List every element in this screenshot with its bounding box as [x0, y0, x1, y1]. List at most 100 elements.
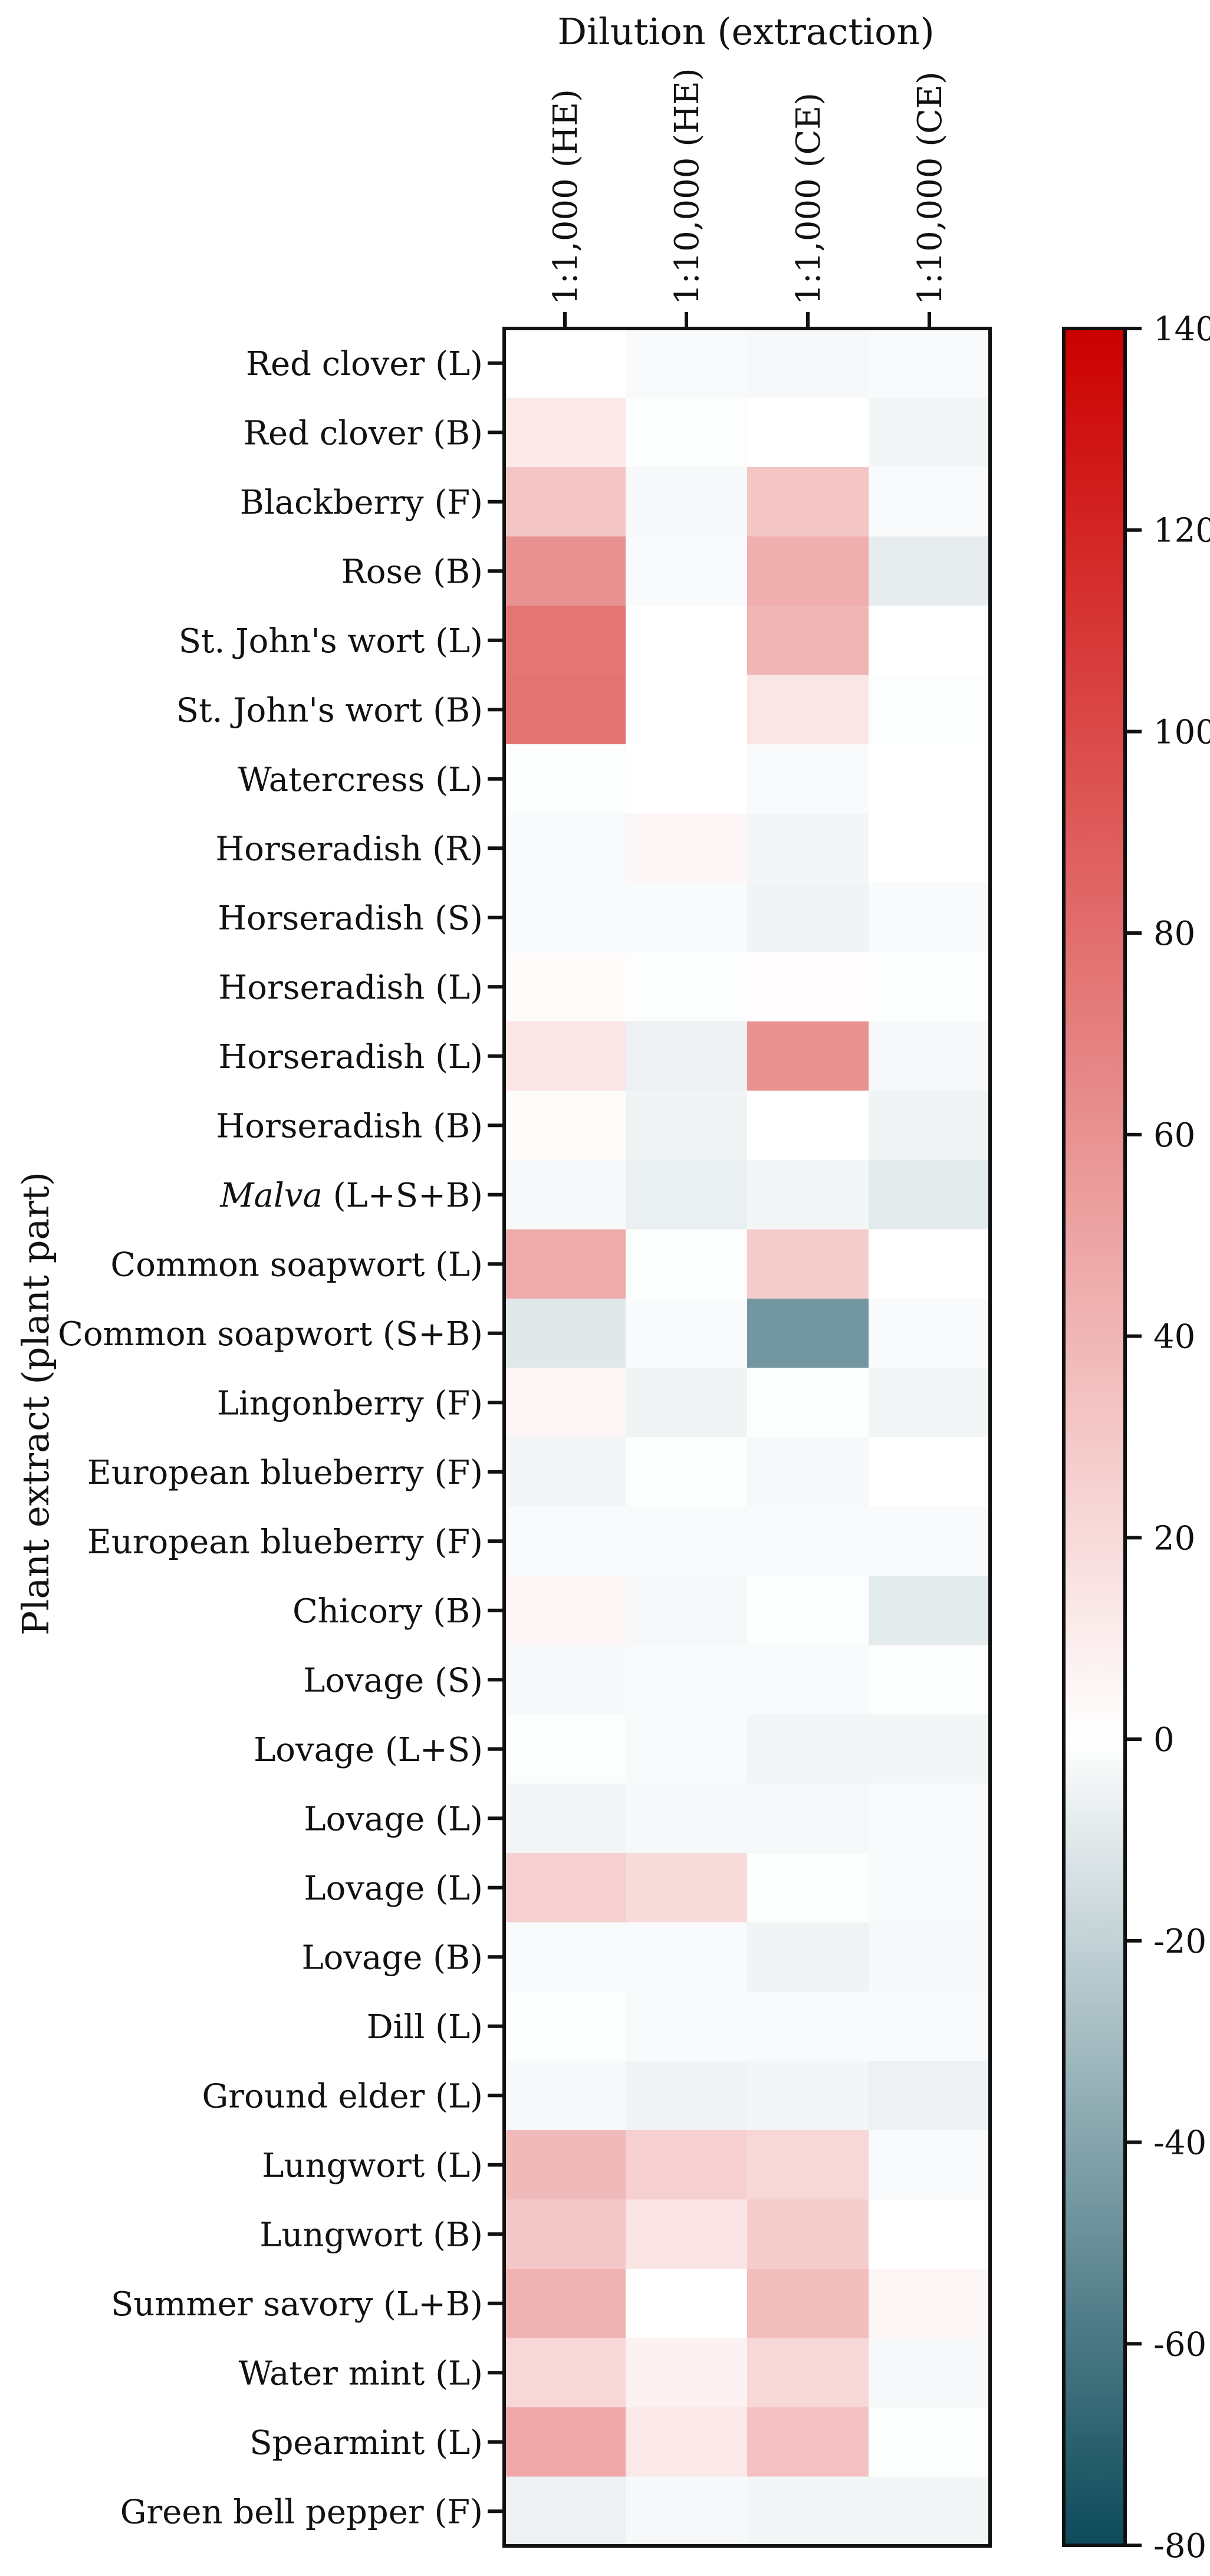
- heatmap-cell: [626, 328, 748, 399]
- heatmap-cell: [869, 1783, 991, 1854]
- heatmap-cell: [747, 1506, 869, 1576]
- heatmap-cell: [626, 606, 748, 676]
- heatmap-cell: [626, 1437, 748, 1507]
- heatmap-cell: [504, 1299, 626, 1369]
- colorbar-tick-label: -40: [1153, 2124, 1206, 2163]
- heatmap-cell: [869, 813, 991, 883]
- colorbar-tick-label: 60: [1153, 1116, 1195, 1155]
- heatmap-cell: [504, 1783, 626, 1854]
- heatmap-cell: [869, 1368, 991, 1438]
- row-labels: Red clover (L) Red clover (B) Blackberry (…: [58, 345, 483, 2532]
- heatmap-cell: [504, 606, 626, 676]
- heatmap-cell: [504, 1645, 626, 1715]
- row-label: Lovage (L+S): [254, 1731, 483, 1769]
- colorbar: [1062, 327, 1127, 2547]
- row-label: Lovage (S): [303, 1661, 483, 1700]
- heatmap-cell: [869, 2407, 991, 2478]
- heatmap-cell: [747, 467, 869, 537]
- heatmap-cell: [747, 1090, 869, 1161]
- heatmap-cell: [747, 2199, 869, 2269]
- row-label: St. John's wort (L): [179, 622, 483, 661]
- heatmap-cell: [747, 606, 869, 676]
- heatmap-cell: [626, 744, 748, 814]
- heatmap-cell: [504, 2130, 626, 2200]
- heatmap-cell: [869, 1922, 991, 1992]
- heatmap-cell: [626, 2338, 748, 2408]
- heatmap-cell: [626, 2476, 748, 2547]
- row-label: Horseradish (B): [216, 1107, 483, 1145]
- heatmap-cell: [626, 536, 748, 606]
- heatmap-cell: [626, 1992, 748, 2062]
- row-label: Lovage (B): [301, 1938, 483, 1977]
- heatmap-cell: [747, 1160, 869, 1230]
- heatmap-cell: [869, 2269, 991, 2339]
- heatmap-cell: [626, 952, 748, 1022]
- colorbar-tick-label: 100: [1153, 713, 1210, 751]
- heatmap-frame: [502, 327, 992, 2548]
- heatmap-cell: [504, 2476, 626, 2547]
- heatmap-cell: [626, 1368, 748, 1438]
- colorbar-ticks: 140 120 100 80 60 40 20 0 -20 -40 -60 -80: [1125, 310, 1210, 2565]
- row-label: Horseradish (L): [218, 1038, 483, 1076]
- row-label: Summer savory (L+B): [111, 2285, 483, 2324]
- heatmap-cell: [869, 2338, 991, 2408]
- heatmap-cell: [869, 606, 991, 676]
- heatmap-cell: [626, 675, 748, 745]
- heatmap-cell: [869, 1506, 991, 1576]
- heatmap-cell: [747, 1992, 869, 2062]
- heatmap-cell: [869, 1299, 991, 1369]
- heatmap-cell: [747, 2130, 869, 2200]
- heatmap-cell: [747, 813, 869, 883]
- heatmap-cell: [747, 1576, 869, 1646]
- heatmap-cell: [504, 1992, 626, 2062]
- colorbar-tick-label: 140: [1153, 310, 1210, 349]
- heatmap-cell: [626, 1853, 748, 1923]
- row-label: Malva (L+S+B): [219, 1177, 483, 1215]
- row-label: St. John's wort (B): [176, 691, 483, 730]
- heatmap-cell: [747, 952, 869, 1022]
- heatmap-cell: [626, 2269, 748, 2339]
- row-label: Ground elder (L): [202, 2077, 484, 2115]
- row-label: Green bell pepper (F): [120, 2493, 483, 2531]
- heatmap-cell: [504, 2061, 626, 2131]
- heatmap-cell: [747, 397, 869, 468]
- heatmap-cell: [626, 1299, 748, 1369]
- heatmap-cell: [504, 1368, 626, 1438]
- row-label: Common soapwort (S+B): [58, 1315, 483, 1353]
- row-label: Horseradish (L): [218, 968, 483, 1007]
- heatmap-cell: [747, 1645, 869, 1715]
- heatmap-cell: [504, 675, 626, 745]
- heatmap-cell: [504, 1576, 626, 1646]
- heatmap-cell: [747, 2338, 869, 2408]
- heatmap-cell: [626, 1090, 748, 1161]
- row-label: Lovage (L): [304, 1869, 483, 1908]
- heatmap-cell: [869, 883, 991, 953]
- heatmap-cell: [504, 397, 626, 468]
- heatmap-cell: [869, 1645, 991, 1715]
- column-label: 1:1,000 (HE): [547, 89, 585, 305]
- heatmap-cell: [504, 1922, 626, 1992]
- heatmap-cell: [504, 2338, 626, 2408]
- heatmap-cell: [626, 2130, 748, 2200]
- heatmap-cell: [869, 467, 991, 537]
- heatmap-cell: [504, 1229, 626, 1299]
- heatmap-cell: [626, 1714, 748, 1785]
- row-label: Water mint (L): [238, 2354, 483, 2393]
- heatmap-cell: [747, 1437, 869, 1507]
- heatmap-cell: [869, 1229, 991, 1299]
- heatmap-cell: [626, 2061, 748, 2131]
- heatmap-cell: [747, 1021, 869, 1092]
- heatmap-cell: [626, 467, 748, 537]
- heatmap-cell: [504, 744, 626, 814]
- row-label: Red clover (B): [244, 414, 483, 452]
- heatmap-cell: [747, 1229, 869, 1299]
- heatmap-cell: [869, 1853, 991, 1923]
- row-label: Lovage (L): [304, 1800, 483, 1838]
- heatmap-cell: [869, 744, 991, 814]
- heatmap-cell: [869, 536, 991, 606]
- heatmap-cell: [747, 2269, 869, 2339]
- heatmap-cell: [626, 1922, 748, 1992]
- heatmap-cell: [747, 1714, 869, 1785]
- heatmap-cell: [869, 675, 991, 745]
